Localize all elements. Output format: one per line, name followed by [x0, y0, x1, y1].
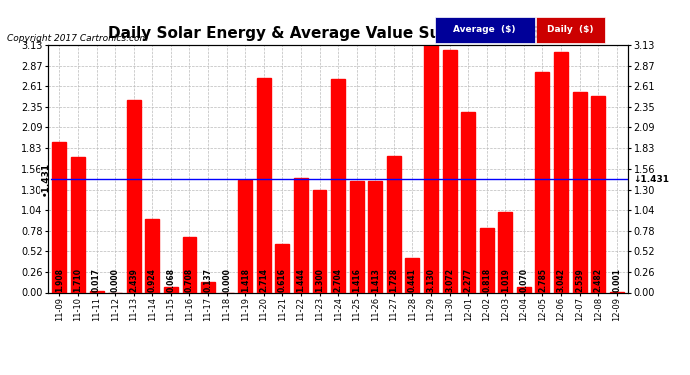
Text: 0.017: 0.017	[92, 268, 101, 292]
Bar	[331, 79, 345, 292]
Text: 0.137: 0.137	[204, 268, 213, 292]
Bar	[517, 287, 531, 292]
Text: 1.710: 1.710	[74, 268, 83, 292]
Bar	[424, 45, 438, 292]
Text: 2.785: 2.785	[538, 268, 547, 292]
Text: 0.818: 0.818	[482, 268, 491, 292]
Text: 1.413: 1.413	[371, 268, 380, 292]
Bar	[294, 178, 308, 292]
Bar	[257, 78, 270, 292]
Text: 2.439: 2.439	[129, 268, 138, 292]
Text: 1.019: 1.019	[501, 268, 510, 292]
Text: 0.441: 0.441	[408, 268, 417, 292]
Text: 1.444: 1.444	[297, 268, 306, 292]
Text: 1.300: 1.300	[315, 268, 324, 292]
Text: 1.416: 1.416	[352, 268, 361, 292]
Text: 0.616: 0.616	[278, 268, 287, 292]
Bar	[387, 156, 401, 292]
Text: 2.277: 2.277	[464, 268, 473, 292]
Bar	[201, 282, 215, 292]
Text: Average  ($): Average ($)	[453, 26, 516, 34]
Bar	[313, 190, 326, 292]
Bar	[90, 291, 104, 292]
Text: 3.042: 3.042	[557, 268, 566, 292]
Text: 2.704: 2.704	[333, 268, 343, 292]
Bar	[164, 287, 178, 292]
Bar	[350, 180, 364, 292]
Bar	[406, 258, 420, 292]
Text: Copyright 2017 Cartronics.com: Copyright 2017 Cartronics.com	[7, 34, 148, 43]
Bar	[127, 100, 141, 292]
Bar	[442, 50, 457, 292]
Bar	[498, 212, 512, 292]
Text: 2.539: 2.539	[575, 268, 584, 292]
Bar	[368, 181, 382, 292]
Text: 1.908: 1.908	[55, 268, 64, 292]
Bar	[71, 157, 85, 292]
Bar	[52, 142, 66, 292]
Text: ↓1.431: ↓1.431	[633, 175, 670, 184]
Text: 0.000: 0.000	[222, 268, 231, 292]
Text: Daily  ($): Daily ($)	[547, 26, 594, 34]
Bar	[275, 244, 289, 292]
Bar	[535, 72, 549, 292]
Text: 0.924: 0.924	[148, 268, 157, 292]
Bar	[554, 52, 568, 292]
Bar	[480, 228, 493, 292]
Bar	[146, 219, 159, 292]
Text: 3.072: 3.072	[445, 268, 454, 292]
Bar	[573, 92, 586, 292]
Title: Daily Solar Energy & Average Value Sun Dec 10 15:53: Daily Solar Energy & Average Value Sun D…	[108, 26, 569, 41]
Bar	[238, 180, 252, 292]
Text: 0.708: 0.708	[185, 268, 194, 292]
Bar	[183, 237, 197, 292]
Text: 0.001: 0.001	[612, 268, 621, 292]
Bar	[461, 112, 475, 292]
Text: 1.418: 1.418	[241, 268, 250, 292]
Text: 1.728: 1.728	[389, 268, 398, 292]
Text: 2.714: 2.714	[259, 268, 268, 292]
Bar	[591, 96, 605, 292]
Text: 0.070: 0.070	[520, 268, 529, 292]
Text: •1.431: •1.431	[41, 162, 50, 196]
Text: 2.482: 2.482	[593, 268, 602, 292]
Text: 0.068: 0.068	[166, 268, 175, 292]
Text: 3.130: 3.130	[426, 268, 435, 292]
Text: 0.000: 0.000	[110, 268, 119, 292]
